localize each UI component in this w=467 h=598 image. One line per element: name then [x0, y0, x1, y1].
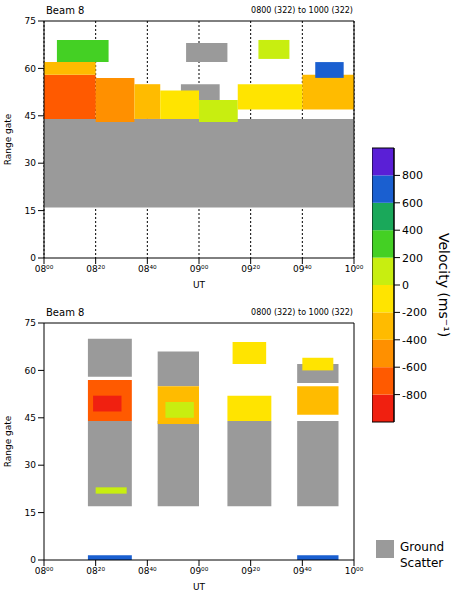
svg-text:600: 600 — [402, 197, 423, 210]
svg-text:09²⁰: 09²⁰ — [241, 264, 260, 274]
svg-text:UT: UT — [193, 582, 206, 592]
svg-text:75: 75 — [25, 16, 36, 26]
svg-text:08⁰⁰: 08⁰⁰ — [35, 264, 54, 274]
svg-text:09⁴⁰: 09⁴⁰ — [293, 566, 312, 576]
svg-text:15: 15 — [25, 508, 36, 518]
svg-text:09⁰⁰: 09⁰⁰ — [190, 566, 209, 576]
svg-text:0: 0 — [30, 555, 36, 565]
svg-text:-400: -400 — [402, 334, 427, 347]
svg-text:200: 200 — [402, 252, 423, 265]
svg-text:45: 45 — [25, 413, 36, 423]
svg-text:09²⁰: 09²⁰ — [241, 566, 260, 576]
svg-text:10⁰⁰: 10⁰⁰ — [345, 566, 364, 576]
svg-text:45: 45 — [25, 111, 36, 121]
svg-text:-600: -600 — [402, 361, 427, 374]
html-text:Scatter: Scatter — [400, 556, 444, 570]
svg-text:75: 75 — [25, 318, 36, 328]
svg-text:0: 0 — [402, 279, 409, 292]
svg-text:400: 400 — [402, 224, 423, 237]
svg-text:60: 60 — [25, 64, 37, 74]
svg-text:08⁴⁰: 08⁴⁰ — [138, 264, 157, 274]
svg-text:30: 30 — [25, 158, 37, 168]
svg-text:-800: -800 — [402, 389, 427, 402]
svg-text:09⁴⁰: 09⁴⁰ — [293, 264, 312, 274]
svg-text:0: 0 — [30, 253, 36, 263]
html-text:0800 (322) to 1000 (322): 0800 (322) to 1000 (322) — [251, 6, 353, 15]
svg-text:Range gate: Range gate — [3, 113, 13, 165]
svg-text:60: 60 — [25, 366, 37, 376]
svg-text:08²⁰: 08²⁰ — [86, 264, 105, 274]
svg-text:08²⁰: 08²⁰ — [86, 566, 105, 576]
svg-text:800: 800 — [402, 169, 423, 182]
svg-text:30: 30 — [25, 460, 37, 470]
html-text:Beam 8: Beam 8 — [46, 5, 85, 16]
svg-text:15: 15 — [25, 206, 36, 216]
html-text:Ground: Ground — [400, 540, 445, 554]
html-text:Beam 8: Beam 8 — [46, 307, 85, 318]
html-text:Velocity (ms⁻¹): Velocity (ms⁻¹) — [436, 232, 452, 338]
svg-text:UT: UT — [193, 280, 206, 290]
svg-text:10⁰⁰: 10⁰⁰ — [345, 264, 364, 274]
html-text:0800 (322) to 1000 (322): 0800 (322) to 1000 (322) — [251, 308, 353, 317]
svg-text:08⁰⁰: 08⁰⁰ — [35, 566, 54, 576]
svg-text:08⁴⁰: 08⁴⁰ — [138, 566, 157, 576]
svg-text:Range gate: Range gate — [3, 415, 13, 467]
svg-text:-200: -200 — [402, 306, 427, 319]
svg-text:09⁰⁰: 09⁰⁰ — [190, 264, 209, 274]
